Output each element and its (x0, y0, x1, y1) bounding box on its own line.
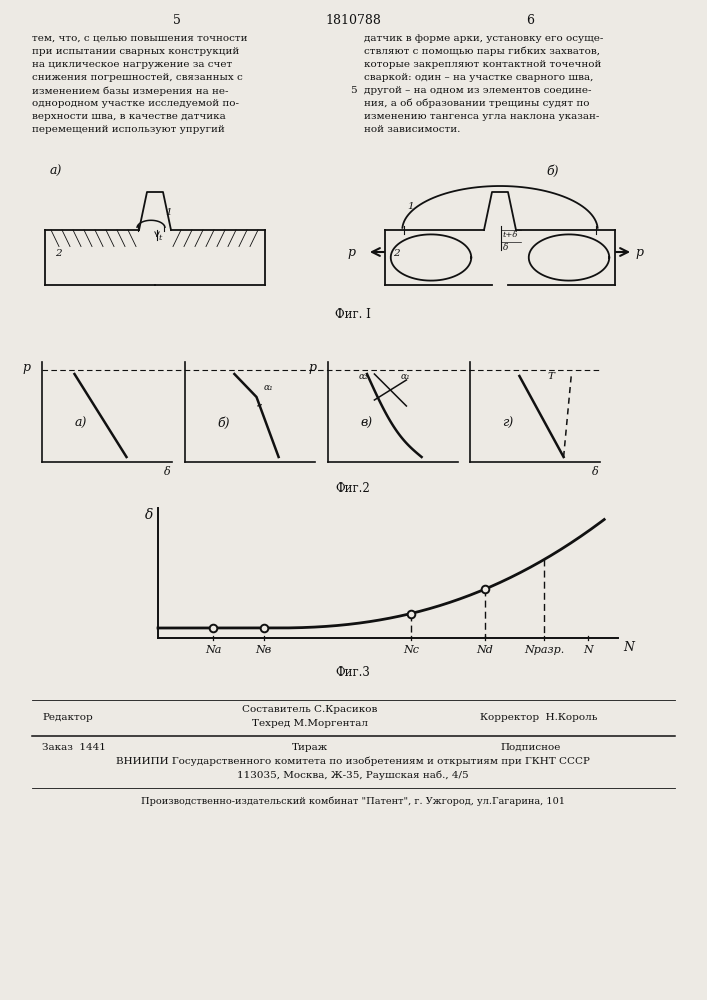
Text: Тираж: Тираж (292, 743, 328, 752)
Text: при испытании сварных конструкций: при испытании сварных конструкций (32, 47, 239, 56)
Text: 1810788: 1810788 (325, 14, 381, 27)
Text: ной зависимости.: ной зависимости. (364, 125, 460, 134)
Text: N: N (623, 641, 634, 654)
Text: Фиг.2: Фиг.2 (336, 482, 370, 495)
Text: б): б) (218, 417, 230, 430)
Text: тем, что, с целью повышения точности: тем, что, с целью повышения точности (32, 34, 247, 43)
Text: Корректор  Н.Король: Корректор Н.Король (480, 713, 597, 722)
Text: Nd: Nd (476, 645, 493, 655)
Text: 1: 1 (407, 202, 414, 211)
Text: верхности шва, в качестве датчика: верхности шва, в качестве датчика (32, 112, 226, 121)
Text: δ: δ (163, 467, 170, 477)
Text: Подписное: Подписное (500, 743, 561, 752)
Text: α₂: α₂ (358, 372, 368, 381)
Text: изменению тангенса угла наклона указан-: изменению тангенса угла наклона указан- (364, 112, 600, 121)
Text: α₁: α₁ (400, 372, 410, 381)
Text: снижения погрешностей, связанных с: снижения погрешностей, связанных с (32, 73, 243, 82)
Text: перемещений используют упругий: перемещений используют упругий (32, 125, 225, 134)
Text: t+δ: t+δ (503, 231, 518, 239)
Text: Редактор: Редактор (42, 713, 93, 722)
Text: г): г) (503, 417, 514, 430)
Text: N: N (583, 645, 593, 655)
Text: Производственно-издательский комбинат "Патент", г. Ужгород, ул.Гагарина, 101: Производственно-издательский комбинат "П… (141, 796, 565, 806)
Text: 2: 2 (55, 249, 62, 258)
Text: Техред М.Моргентал: Техред М.Моргентал (252, 719, 368, 728)
Text: датчик в форме арки, установку его осуще-: датчик в форме арки, установку его осуще… (364, 34, 603, 43)
Text: δ: δ (145, 508, 153, 522)
Text: p: p (22, 361, 30, 374)
Text: другой – на одном из элементов соедине-: другой – на одном из элементов соедине- (364, 86, 592, 95)
Text: Заказ  1441: Заказ 1441 (42, 743, 106, 752)
Text: 2: 2 (393, 249, 399, 258)
Text: 113035, Москва, Ж-35, Раушская наб., 4/5: 113035, Москва, Ж-35, Раушская наб., 4/5 (237, 771, 469, 780)
Text: δ: δ (592, 467, 598, 477)
Text: ВНИИПИ Государственного комитета по изобретениям и открытиям при ГКНТ СССР: ВНИИПИ Государственного комитета по изоб… (116, 757, 590, 766)
Text: t: t (159, 234, 163, 242)
Text: Nв: Nв (256, 645, 272, 655)
Text: α₁: α₁ (264, 383, 273, 392)
Text: Составитель С.Красиков: Составитель С.Красиков (243, 705, 378, 714)
Text: Фиг.3: Фиг.3 (336, 666, 370, 679)
Text: ствляют с помощью пары гибких захватов,: ствляют с помощью пары гибких захватов, (364, 47, 600, 56)
Text: T: T (548, 372, 555, 381)
Text: 1: 1 (165, 208, 172, 217)
Text: 5: 5 (173, 14, 181, 27)
Text: сваркой: один – на участке сварного шва,: сваркой: один – на участке сварного шва, (364, 73, 593, 82)
Text: в): в) (361, 417, 373, 430)
Text: 6: 6 (526, 14, 534, 27)
Text: Nc: Nc (403, 645, 419, 655)
Text: δ: δ (503, 243, 508, 252)
Text: а): а) (74, 417, 87, 430)
Text: p: p (347, 246, 355, 259)
Text: а): а) (50, 165, 62, 178)
Text: изменением базы измерения на не-: изменением базы измерения на не- (32, 86, 228, 96)
Text: p: p (308, 361, 316, 374)
Text: 5: 5 (350, 86, 356, 95)
Text: б): б) (546, 165, 559, 178)
Text: p: p (635, 246, 643, 259)
Text: однородном участке исследуемой по-: однородном участке исследуемой по- (32, 99, 239, 108)
Text: которые закрепляют контактной точечной: которые закрепляют контактной точечной (364, 60, 602, 69)
Text: ния, а об образовании трещины судят по: ния, а об образовании трещины судят по (364, 99, 590, 108)
Text: Nразр.: Nразр. (525, 645, 564, 655)
Text: Nа: Nа (205, 645, 221, 655)
Text: на циклическое нагружение за счет: на циклическое нагружение за счет (32, 60, 233, 69)
Text: Фиг. I: Фиг. I (335, 308, 371, 321)
